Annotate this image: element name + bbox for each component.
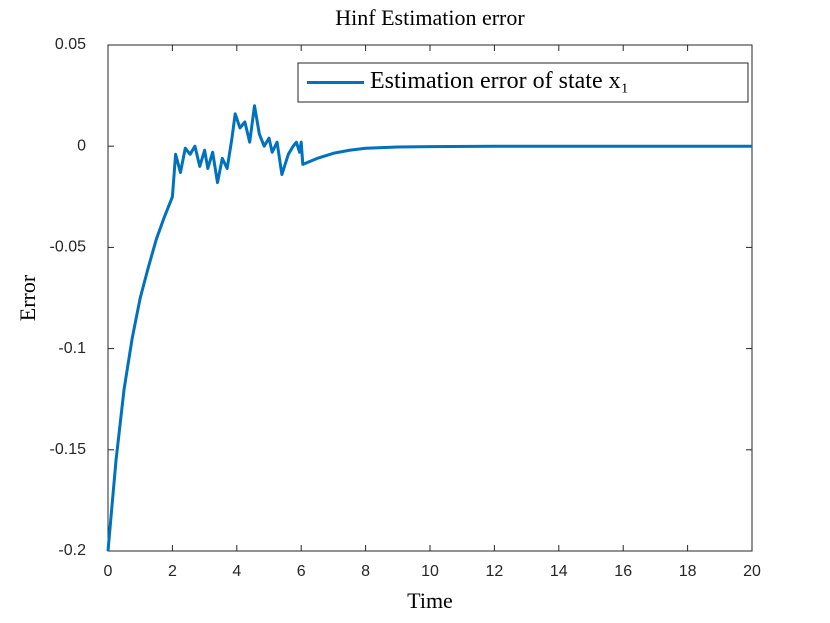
- x-tick-label: 18: [679, 563, 697, 580]
- x-axis-label: Time: [407, 588, 453, 613]
- x-tick-label: 8: [361, 563, 370, 580]
- legend-box: [297, 62, 749, 103]
- chart-title: Hinf Estimation error: [335, 5, 525, 30]
- y-tick-label: 0.05: [55, 36, 86, 53]
- x-tick-label: 12: [486, 563, 504, 580]
- y-tick-label: 0: [77, 137, 86, 154]
- legend-label: Estimation error of state x₁: [370, 68, 629, 94]
- plot-area: [108, 45, 752, 551]
- x-tick-label: 6: [297, 563, 306, 580]
- x-tick-label: 0: [104, 563, 113, 580]
- x-tick-label: 14: [550, 563, 568, 580]
- x-tick-label: 20: [743, 563, 761, 580]
- x-tick-label: 10: [421, 563, 439, 580]
- axes-box: [107, 44, 753, 552]
- y-tick-label: -0.05: [50, 239, 87, 256]
- x-tick-label: 16: [614, 563, 632, 580]
- line: [106, 104, 752, 552]
- y-tick-label: -0.1: [58, 340, 86, 357]
- y-tick-label: -0.2: [58, 542, 86, 559]
- y-tick-label: -0.15: [50, 441, 87, 458]
- x-tick-label: 4: [232, 563, 241, 580]
- x-tick-label: 2: [168, 563, 177, 580]
- y-axis-label: Error: [15, 274, 40, 321]
